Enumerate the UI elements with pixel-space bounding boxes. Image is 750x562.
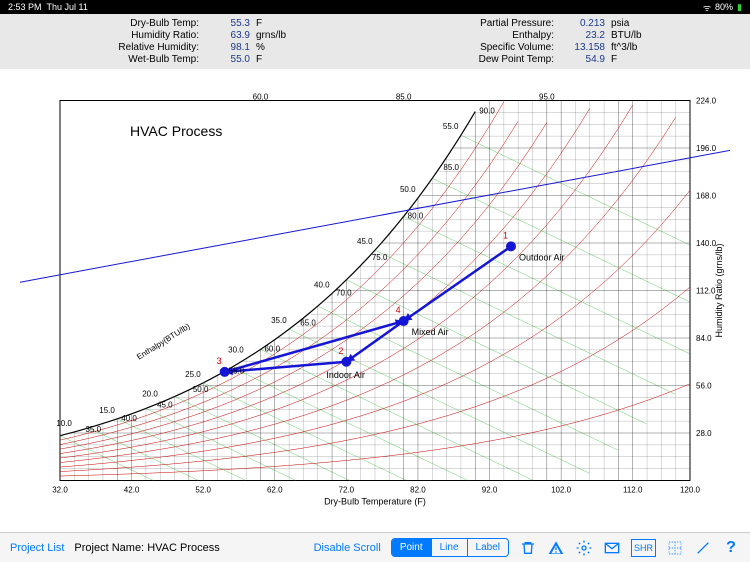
svg-text:224.0: 224.0	[696, 97, 717, 106]
svg-text:35.0: 35.0	[85, 425, 101, 434]
svg-text:90.0: 90.0	[479, 107, 495, 116]
disable-scroll-button[interactable]: Disable Scroll	[314, 542, 381, 554]
header-unit: F	[256, 54, 306, 65]
svg-text:Outdoor Air: Outdoor Air	[519, 252, 565, 262]
svg-text:52.0: 52.0	[195, 486, 211, 495]
svg-text:32.0: 32.0	[52, 486, 68, 495]
svg-text:1: 1	[503, 230, 508, 240]
svg-text:10.0: 10.0	[56, 419, 72, 428]
svg-text:3: 3	[217, 356, 222, 366]
svg-text:Humidity Ratio (grns/lb): Humidity Ratio (grns/lb)	[714, 243, 724, 337]
header-label: Dry-Bulb Temp:	[89, 18, 199, 29]
svg-text:95.0: 95.0	[539, 93, 555, 102]
header-value: 0.213	[560, 18, 605, 29]
svg-text:20.0: 20.0	[142, 390, 158, 399]
psychrometric-chart[interactable]: HVAC Process Outdoor Air 1 Mixed Air 4 Indoo…	[0, 69, 750, 532]
svg-text:Indoor Air: Indoor Air	[326, 370, 365, 380]
header-label: Partial Pressure:	[444, 18, 554, 29]
segment-line[interactable]: Line	[432, 539, 468, 556]
grid-snap-icon[interactable]	[666, 539, 684, 557]
header-unit: psia	[611, 18, 661, 29]
svg-text:42.0: 42.0	[124, 486, 140, 495]
svg-text:82.0: 82.0	[410, 486, 426, 495]
warning-icon[interactable]	[547, 539, 565, 557]
header-label: Specific Volume:	[444, 42, 554, 53]
status-time: 2:53 PM	[8, 2, 42, 12]
svg-text:40.0: 40.0	[314, 280, 330, 289]
header-value: 55.3	[205, 18, 250, 29]
svg-text:70.0: 70.0	[336, 288, 352, 297]
svg-text:40.0: 40.0	[121, 414, 137, 423]
segment-label[interactable]: Label	[468, 539, 508, 556]
header-value: 63.9	[205, 30, 250, 41]
svg-text:75.0: 75.0	[372, 253, 388, 262]
svg-text:2: 2	[338, 346, 343, 356]
battery-icon: ▮	[737, 2, 742, 13]
header-label: Dew Point Temp:	[444, 54, 554, 65]
status-date: Thu Jul 11	[47, 2, 88, 12]
header-label: Humidity Ratio:	[89, 30, 199, 41]
header-value: 13.158	[560, 42, 605, 53]
svg-text:85.0: 85.0	[443, 163, 459, 172]
svg-text:112.0: 112.0	[696, 287, 716, 296]
mode-segmented-control[interactable]: PointLineLabel	[391, 538, 509, 557]
svg-text:92.0: 92.0	[482, 486, 498, 495]
header-value: 23.2	[560, 30, 605, 41]
svg-text:65.0: 65.0	[300, 319, 316, 328]
header-label: Enthalpy:	[444, 30, 554, 41]
svg-text:50.0: 50.0	[193, 385, 209, 394]
svg-text:45.0: 45.0	[157, 401, 173, 410]
svg-text:112.0: 112.0	[623, 486, 643, 495]
project-list-button[interactable]: Project List	[10, 542, 64, 554]
info-header: Dry-Bulb Temp: 55.3 F Humidity Ratio: 63.9 gr…	[0, 14, 750, 69]
gear-icon[interactable]	[575, 539, 593, 557]
svg-text:4: 4	[396, 305, 401, 315]
svg-text:50.0: 50.0	[400, 185, 416, 194]
svg-text:56.0: 56.0	[696, 382, 712, 391]
header-value: 55.0	[205, 54, 250, 65]
battery-pct: 80%	[715, 2, 733, 12]
svg-text:62.0: 62.0	[267, 486, 283, 495]
project-name: Project Name: HVAC Process	[74, 542, 219, 554]
header-unit: grns/lb	[256, 30, 306, 41]
header-label: Relative Humidity:	[89, 42, 199, 53]
svg-text:168.0: 168.0	[696, 192, 717, 201]
line-tool-icon[interactable]	[694, 539, 712, 557]
svg-text:120.0: 120.0	[680, 486, 701, 495]
header-value: 98.1	[205, 42, 250, 53]
shr-icon[interactable]: SHR	[631, 539, 656, 557]
svg-text:102.0: 102.0	[551, 486, 572, 495]
header-unit: F	[256, 18, 306, 29]
svg-text:15.0: 15.0	[99, 406, 115, 415]
svg-text:25.0: 25.0	[185, 370, 201, 379]
header-unit: BTU/lb	[611, 30, 661, 41]
svg-text:84.0: 84.0	[696, 334, 712, 343]
svg-text:45.0: 45.0	[357, 237, 373, 246]
svg-text:28.0: 28.0	[696, 429, 712, 438]
svg-text:196.0: 196.0	[696, 144, 717, 153]
svg-text:Mixed Air: Mixed Air	[412, 327, 449, 337]
svg-text:72.0: 72.0	[339, 486, 355, 495]
svg-text:60.0: 60.0	[253, 93, 269, 102]
chart-title: HVAC Process	[130, 123, 222, 139]
svg-text:30.0: 30.0	[228, 346, 244, 355]
svg-text:55.0: 55.0	[443, 122, 459, 131]
header-label: Wet-Bulb Temp:	[89, 54, 199, 65]
header-unit: %	[256, 42, 306, 53]
svg-text:60.0: 60.0	[264, 344, 280, 353]
trash-icon[interactable]	[519, 539, 537, 557]
header-value: 54.9	[560, 54, 605, 65]
mail-icon[interactable]	[603, 539, 621, 557]
segment-point[interactable]: Point	[392, 539, 432, 556]
wifi-icon: ᯤ	[703, 1, 711, 14]
svg-text:Dry-Bulb Temperature (F): Dry-Bulb Temperature (F)	[324, 497, 426, 507]
header-unit: F	[611, 54, 661, 65]
svg-text:80.0: 80.0	[408, 211, 424, 220]
svg-text:35.0: 35.0	[271, 316, 287, 325]
header-unit: ft^3/lb	[611, 42, 661, 53]
help-icon[interactable]: ?	[722, 539, 740, 557]
svg-text:85.0: 85.0	[396, 93, 412, 102]
svg-text:55.0: 55.0	[229, 366, 245, 375]
